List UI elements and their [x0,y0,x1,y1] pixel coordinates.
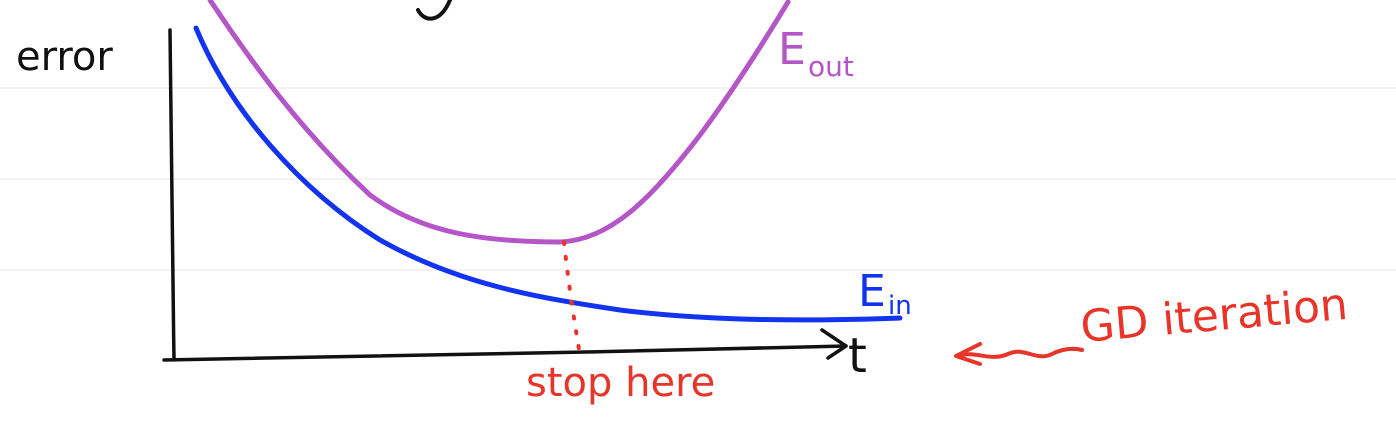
e-out-label: E out [778,24,854,83]
ruled-lines [0,87,1396,271]
e-in-curve [193,25,903,323]
axes [162,28,848,362]
e-out-curve [207,0,791,245]
x-axis-arrowhead [820,328,848,360]
gd-arrow-squiggle [956,346,1084,359]
gd-iteration-label: GD iteration [1079,279,1350,353]
e-in-label-sub: in [888,291,912,321]
e-out-label-sub: out [808,50,854,83]
e-out-label-main: E [778,24,806,75]
e-in-label-main: E [858,266,886,317]
stop-here-label: stop here [526,360,715,406]
stop-dotted-line [562,240,582,357]
gd-arrow [954,342,1084,366]
y-axis-label: error [16,34,113,80]
y-axis [168,28,176,360]
e-in-label: E in [858,266,912,321]
x-axis [162,344,848,362]
cutoff-handwriting-stroke [416,0,452,21]
gd-arrowhead [954,342,982,366]
x-axis-label: t [848,328,867,384]
